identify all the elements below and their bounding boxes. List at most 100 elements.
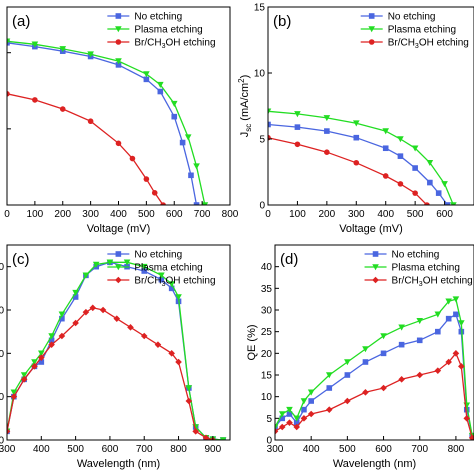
data-point [326, 385, 333, 391]
legend-entry: Plasma etching [134, 25, 202, 36]
data-point [175, 358, 182, 366]
y-tick-label: 5 [266, 414, 272, 425]
data-point [193, 163, 200, 170]
data-point [380, 384, 387, 392]
legend-entry: Br/CH3OH etching [388, 38, 469, 51]
data-point [168, 281, 175, 288]
x-tick-label: 300 [82, 209, 99, 220]
data-point [463, 406, 470, 413]
series-2 [7, 304, 217, 440]
data-point [99, 306, 107, 314]
legend-entry: No etching [134, 12, 182, 23]
data-point [424, 202, 430, 205]
x-tick-label: 800 [170, 444, 187, 455]
data-point [397, 181, 404, 187]
data-point [412, 190, 418, 196]
data-point [115, 13, 122, 19]
data-point [106, 259, 114, 266]
legend: No etching Plasma etching Br/CH3OH etching [107, 250, 216, 288]
legend-entry: Br/CH3OH etching [392, 276, 473, 289]
data-point [458, 320, 465, 327]
x-tick-label: 500 [407, 209, 424, 220]
data-point [115, 58, 122, 65]
data-point [115, 39, 122, 45]
data-point [59, 106, 66, 112]
data-point [92, 261, 100, 268]
data-point [382, 173, 389, 179]
panel-c: 300 400 500 600 700 800 900 0 0 0 0 0 Wavelength (nm… [0, 244, 231, 470]
data-point [450, 202, 457, 205]
data-point [325, 406, 333, 413]
series-0 [7, 39, 200, 205]
data-point [151, 190, 158, 196]
data-point [293, 415, 301, 422]
data-point [323, 115, 331, 122]
y-tick-label: 0 [0, 436, 4, 447]
data-point [434, 367, 442, 374]
data-point [58, 332, 66, 340]
data-point [300, 398, 308, 405]
x-tick-label: 500 [138, 209, 155, 220]
data-point [444, 202, 451, 205]
y-tick-label: 0 [0, 349, 4, 360]
data-point [89, 304, 97, 312]
data-point [115, 264, 122, 271]
panel-label: (d) [280, 251, 298, 268]
series-2 [268, 134, 430, 205]
x-tick-label: 800 [448, 444, 465, 455]
data-point [175, 294, 182, 301]
series-1 [7, 38, 209, 205]
data-point [308, 398, 314, 404]
data-point [445, 315, 452, 322]
data-point [168, 350, 175, 357]
panel-label: (a) [12, 13, 30, 30]
data-point [154, 341, 162, 348]
data-point [140, 263, 148, 270]
data-point [452, 350, 460, 357]
data-point [416, 337, 423, 344]
y-tick-label: 0 [266, 436, 272, 447]
data-point [82, 308, 90, 316]
data-point [293, 423, 301, 431]
x-tick-label: 700 [411, 444, 428, 455]
data-point [286, 406, 293, 413]
x-axis-label: Voltage (mV) [87, 223, 151, 235]
series-line [268, 123, 449, 205]
data-point [170, 100, 178, 108]
data-point [32, 97, 38, 103]
data-point [268, 108, 272, 115]
data-point [324, 128, 330, 134]
y-tick-label: 0 [0, 392, 4, 403]
data-point [426, 159, 434, 167]
data-point [441, 181, 448, 188]
data-point [193, 202, 200, 205]
data-point [143, 76, 150, 83]
data-point [368, 26, 375, 33]
x-tick-label: 700 [194, 209, 211, 220]
legend: No etching Plasma etching Br/CH3OH etching [360, 12, 469, 51]
data-point [31, 363, 38, 370]
data-point [59, 315, 65, 322]
legend-entry: Br/CH3OH etching [134, 38, 215, 51]
data-point [412, 165, 418, 171]
data-point [411, 145, 419, 152]
data-point [362, 346, 369, 353]
y-tick-label: 15 [261, 371, 273, 382]
data-point [468, 434, 474, 440]
data-point [380, 350, 387, 357]
data-point [7, 91, 10, 97]
data-point [324, 149, 330, 155]
data-point [185, 397, 193, 405]
y-tick-label: 25 [261, 327, 273, 338]
data-point [325, 372, 333, 379]
x-tick-label: 400 [377, 209, 394, 220]
x-tick-label: 400 [110, 209, 127, 220]
x-axis-label: Wavelength (nm) [333, 458, 416, 470]
data-point [158, 272, 165, 279]
data-point [38, 354, 45, 361]
series-0 [268, 121, 451, 205]
data-point [115, 140, 122, 147]
data-point [219, 437, 227, 440]
x-tick-label: 600 [102, 444, 119, 455]
data-point [48, 341, 55, 348]
